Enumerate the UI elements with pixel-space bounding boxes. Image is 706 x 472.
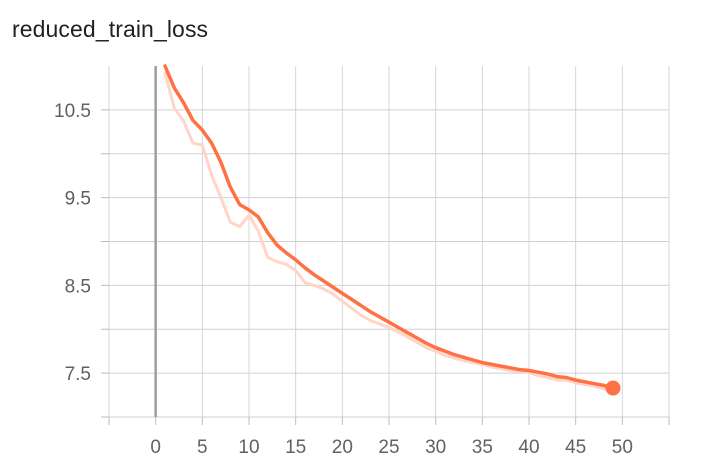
x-tick-label: 25 [378,437,399,458]
last-point-marker [605,380,621,396]
chart-title: reduced_train_loss [12,16,209,42]
series-line-raw [163,71,615,391]
x-tick-label: 40 [518,437,539,458]
x-tick-label: 10 [238,437,259,458]
y-tick-label: 10.5 [54,101,91,122]
x-tick-label: 30 [425,437,446,458]
y-tick-label: 8.5 [65,276,91,297]
x-tick-label: 5 [197,437,208,458]
x-tick-label: 35 [472,437,493,458]
tick-layer: 0 5 10 15 20 25 30 35 40 45 50 10.5 9.5 8.5 7.5 [54,101,670,458]
series-layer [163,64,621,396]
x-tick-label: 20 [332,437,353,458]
x-tick-label: 50 [612,437,633,458]
x-tick-label: 0 [150,437,161,458]
x-tick-label: 45 [565,437,586,458]
y-tick-label: 9.5 [65,189,91,210]
grid-layer [108,66,670,418]
x-tick-label: 15 [285,437,306,458]
y-tick-label: 7.5 [65,364,91,385]
series-line-smoothed [163,64,615,390]
